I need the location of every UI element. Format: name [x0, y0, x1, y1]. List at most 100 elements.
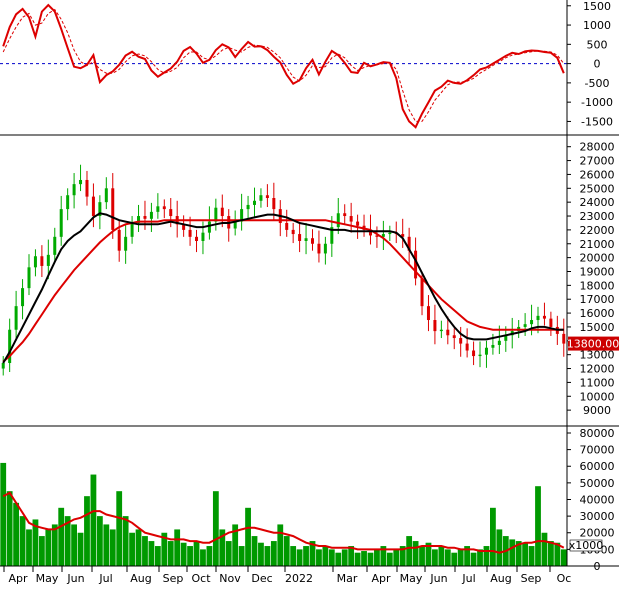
volume-bar — [477, 549, 483, 566]
candle-body — [33, 256, 37, 268]
candle-body — [562, 333, 566, 344]
price-axis-tick-label: 28000 — [580, 141, 615, 154]
volume-bar — [32, 519, 39, 566]
candle-body — [79, 179, 83, 185]
candle-body — [169, 209, 173, 217]
candle-body — [459, 338, 463, 344]
candle-body — [298, 234, 302, 241]
volume-bar — [560, 549, 567, 566]
volume-bar — [470, 552, 477, 566]
volume-bar — [464, 546, 471, 566]
volume-bar — [103, 524, 110, 566]
candle-body — [53, 236, 57, 255]
oscillator-axis-tick-label: -1000 — [581, 96, 613, 109]
volume-bar — [283, 536, 290, 566]
oscillator-axis-tick-label: 500 — [587, 38, 608, 51]
price-axis-tick-label: 17000 — [580, 293, 615, 306]
candle-body — [1, 362, 5, 369]
candle-body — [246, 204, 250, 210]
candle-body — [336, 213, 340, 228]
price-axis-tick-label: 25000 — [580, 182, 615, 195]
volume-bar — [457, 549, 464, 566]
last-price-label: 13800.00 — [567, 338, 619, 351]
volume-bar — [393, 549, 400, 566]
candle-body — [21, 288, 25, 307]
candle-body — [149, 211, 153, 219]
volume-bar — [258, 542, 264, 566]
price-panel: 2800027000260002500024000230002200021000… — [1, 141, 619, 417]
volume-bar — [399, 546, 406, 566]
candle-body — [310, 238, 314, 244]
moving-average-fast — [2, 212, 564, 364]
x-axis-label: Jun — [66, 572, 84, 585]
volume-bar — [96, 516, 103, 566]
volume-bar — [219, 529, 226, 566]
volume-bar — [438, 546, 445, 566]
volume-bar — [296, 549, 303, 566]
candle-body — [323, 243, 327, 254]
oscillator-panel: 1500 1000 500 0 -500 -1000 -1500 — [0, 0, 613, 129]
volume-axis-tick-label: 40000 — [580, 493, 615, 506]
oscillator-axis-tick-label: 1500 — [583, 0, 611, 13]
oscillator-axis-tick-label: 1000 — [583, 19, 611, 32]
candle-body — [291, 229, 295, 235]
candle-body — [143, 216, 147, 219]
volume-bar — [554, 542, 561, 566]
volume-bar — [290, 546, 297, 566]
volume-bar — [71, 524, 77, 566]
candle-body — [285, 222, 289, 230]
volume-bar — [245, 507, 251, 566]
volume-axis-tick-label: 70000 — [580, 444, 615, 457]
candle-body — [240, 209, 244, 222]
candle-body — [420, 278, 424, 307]
candle-body — [207, 221, 211, 233]
volume-bar — [522, 542, 529, 566]
candle-body — [188, 229, 192, 237]
volume-axis-tick-label: 30000 — [580, 510, 615, 523]
volume-bar — [374, 549, 380, 566]
candle-body — [265, 195, 269, 199]
x-axis-label: Sep — [521, 572, 542, 585]
volume-bar — [174, 529, 181, 566]
x-axis-label: Apr — [371, 572, 391, 585]
candle-body — [381, 234, 385, 237]
volume-bar — [406, 536, 413, 566]
oscillator-axis-tick-label: -1500 — [581, 115, 613, 128]
chart-frame — [0, 0, 619, 567]
candle-body — [130, 222, 134, 237]
price-axis-tick-label: 20000 — [580, 252, 615, 265]
volume-bar — [341, 549, 348, 566]
x-axis: Apr May Jun Jul Aug Sep Oct Nov Dec 2022 Mar Apr May… — [3, 566, 571, 585]
volume-bar — [212, 491, 219, 566]
volume-axis-tick-label: 20000 — [580, 527, 615, 540]
x-axis-label: Sep — [163, 572, 184, 585]
oscillator-axis-tick-label: -500 — [585, 77, 610, 90]
candle-body — [220, 207, 224, 217]
volume-bar — [264, 546, 271, 566]
volume-bar — [122, 516, 129, 566]
volume-bar — [129, 532, 135, 566]
candle-body — [472, 350, 476, 357]
volume-bar — [51, 524, 58, 566]
price-axis-tick-label: 13000 — [580, 349, 615, 362]
oscillator-axis-tick-label: 0 — [594, 58, 601, 71]
candle-body — [85, 179, 89, 197]
candle-body — [304, 238, 308, 241]
volume-bar — [380, 546, 387, 566]
x-axis-label: Nov — [219, 572, 241, 585]
volume-bar — [509, 539, 516, 566]
x-axis-label: Dec — [251, 572, 272, 585]
candle-body — [233, 221, 237, 229]
volume-bar — [90, 474, 97, 566]
volume-bar — [412, 541, 419, 566]
volume-bar — [451, 552, 458, 566]
candle-body — [542, 315, 546, 319]
candle-body — [98, 202, 102, 217]
volume-unit-label: x1000 — [569, 539, 604, 552]
price-axis-tick-label: 16000 — [580, 307, 615, 320]
volume-bar — [535, 486, 541, 566]
volume-bar — [64, 516, 71, 566]
candle-body — [124, 236, 128, 251]
candle-body — [401, 234, 405, 237]
